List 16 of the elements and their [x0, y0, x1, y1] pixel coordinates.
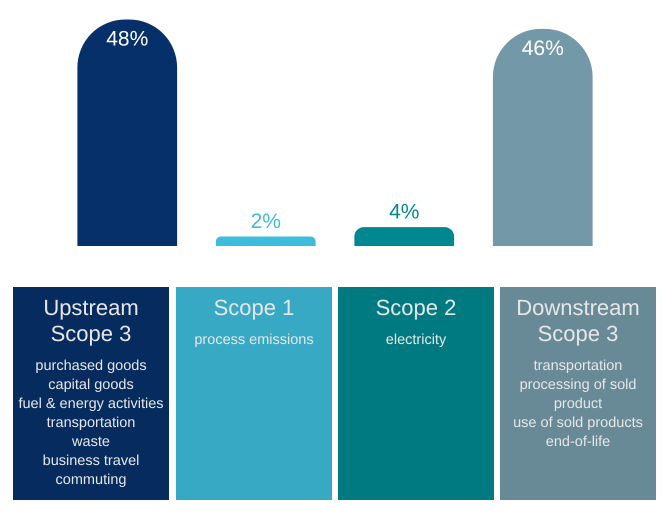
x-tick-label: Downstream Scope 3	[515, 295, 641, 347]
x-tick-label: Scope 2	[374, 295, 458, 321]
bar	[354, 227, 454, 246]
data-label: 48%	[106, 28, 148, 51]
data-label: 2%	[250, 210, 281, 233]
label-panel: Downstream Scope 3 transportation processing of sold product use of sold products end-of-life	[500, 287, 656, 500]
label-panel: Scope 1 process emissions	[176, 287, 332, 500]
data-label: 46%	[522, 37, 564, 60]
x-tick-label: Scope 1	[212, 295, 296, 321]
data-label: 4%	[389, 200, 420, 224]
bar	[492, 28, 593, 246]
bar	[216, 236, 316, 246]
label-panel: Scope 2 electricity	[338, 287, 494, 500]
label-panel: Upstream Scope 3 purchased goods capital goods fuel & energy activities transportation waste business travel commuting	[13, 287, 169, 500]
bar	[77, 19, 178, 246]
x-tick-label: Upstream Scope 3	[42, 295, 140, 347]
